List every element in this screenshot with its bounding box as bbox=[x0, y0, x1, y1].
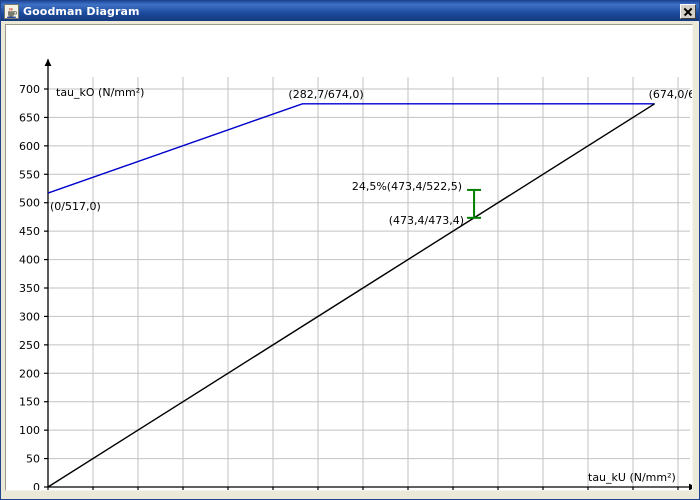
close-icon[interactable] bbox=[680, 3, 696, 19]
window-title: Goodman Diagram bbox=[23, 4, 140, 18]
y-axis-tick-label: 600 bbox=[19, 140, 40, 153]
y-axis-tick-label: 50 bbox=[26, 453, 40, 466]
window-client-area: 0 50 100 150 200 250 300 350 400 450 500 550 600 650 7… bbox=[1, 21, 699, 499]
y-axis-arrow-icon bbox=[44, 59, 52, 66]
y-axis-tick-label: 300 bbox=[19, 310, 40, 323]
y-axis-tick-label: 450 bbox=[19, 225, 40, 238]
goodman-limit-line bbox=[47, 103, 655, 194]
utilization-top-label: 24,5%(473,4/522,5) bbox=[352, 180, 462, 193]
y-axis-tick-label: 200 bbox=[19, 367, 40, 380]
window-titlebar[interactable]: Goodman Diagram bbox=[1, 1, 699, 21]
java-coffee-cup-icon bbox=[4, 3, 19, 19]
chart-canvas: 0 50 100 150 200 250 300 350 400 450 500 550 600 650 7… bbox=[5, 24, 693, 491]
y-axis-tick-label: 700 bbox=[19, 83, 40, 96]
utilization-base-label: (473,4/473,4) bbox=[389, 214, 464, 227]
y-axis-tick-label: 250 bbox=[19, 339, 40, 352]
identity-line bbox=[47, 103, 655, 488]
y-axis-tick-label: 100 bbox=[19, 424, 40, 437]
y-axis-title: tau_kO (N/mm²) bbox=[56, 86, 144, 99]
x-axis-title: tau_kU (N/mm²) bbox=[588, 471, 676, 484]
y-axis-tick-label: 550 bbox=[19, 168, 40, 181]
blue-start-point-label: (0/517,0) bbox=[50, 200, 101, 213]
y-axis-tick-label: 500 bbox=[19, 197, 40, 210]
blue-knee-point-label: (282,7/674,0) bbox=[288, 88, 363, 101]
y-axis-tick-label: 650 bbox=[19, 111, 40, 124]
y-axis-tick-label: 350 bbox=[19, 282, 40, 295]
y-axis-tick-label: 400 bbox=[19, 254, 40, 267]
y-axis-tick-label: 0 bbox=[33, 481, 40, 490]
blue-end-point-label: (674,0/674,0) bbox=[649, 88, 692, 101]
y-axis-tick-label: 150 bbox=[19, 396, 40, 409]
goodman-chart: 0 50 100 150 200 250 300 350 400 450 500 550 600 650 7… bbox=[19, 59, 692, 490]
x-axis-arrow-icon bbox=[689, 483, 692, 490]
